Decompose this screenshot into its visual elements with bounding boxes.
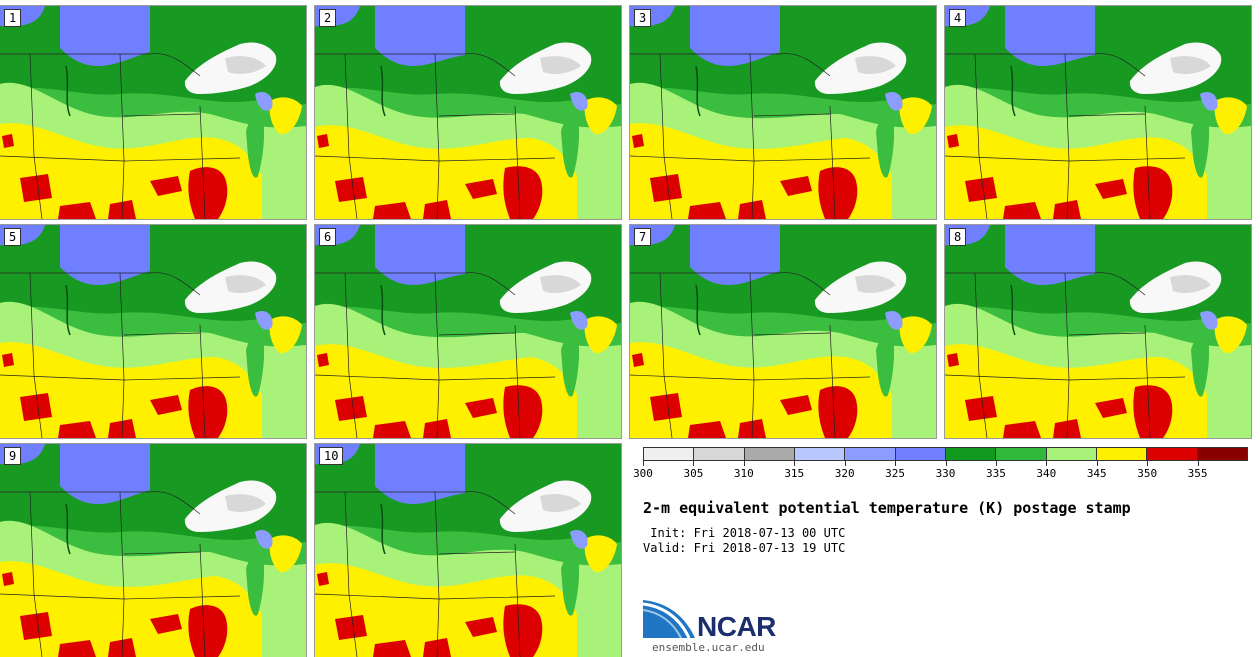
member-number-label: 6 bbox=[319, 228, 337, 246]
colorbar-tick-label: 320 bbox=[834, 467, 855, 480]
colorbar-segment bbox=[694, 448, 745, 460]
colorbar-tick-label: 300 bbox=[633, 467, 653, 480]
colorbar-segment bbox=[996, 448, 1047, 460]
map-panel: 7 bbox=[629, 224, 937, 439]
member-number-label: 7 bbox=[634, 228, 652, 246]
ensemble-member-map bbox=[315, 6, 621, 219]
colorbar-ticks: 300 305 310 315 320 325 330 335 340 345 350 355 bbox=[633, 461, 1248, 485]
member-number-label: 4 bbox=[949, 9, 967, 27]
ensemble-member-map bbox=[0, 225, 306, 438]
colorbar-tick bbox=[1197, 461, 1199, 466]
colorbar-tick-label: 330 bbox=[935, 467, 956, 480]
colorbar-segment bbox=[1046, 448, 1097, 460]
colorbar-tick-label: 310 bbox=[733, 467, 754, 480]
colorbar-tick bbox=[1096, 461, 1098, 466]
valid-time: Valid: Fri 2018-07-13 19 UTC bbox=[643, 541, 846, 555]
colorbar-segment bbox=[845, 448, 896, 460]
map-panel: 5 bbox=[0, 224, 307, 439]
ncar-logo-text: NCAR bbox=[697, 611, 776, 642]
ensemble-member-map bbox=[630, 6, 936, 219]
colorbar-tick bbox=[895, 461, 897, 466]
colorbar-tick bbox=[945, 461, 947, 466]
colorbar bbox=[643, 447, 1248, 461]
colorbar-segment bbox=[644, 448, 695, 460]
map-panel: 3 bbox=[629, 5, 937, 220]
map-panel: 2 bbox=[314, 5, 622, 220]
colorbar-segment bbox=[1197, 448, 1247, 460]
map-panel: 9 bbox=[0, 443, 307, 657]
ensemble-member-map bbox=[630, 225, 936, 438]
member-number-label: 9 bbox=[4, 447, 22, 465]
map-panel: 1 bbox=[0, 5, 307, 220]
member-number-label: 3 bbox=[634, 9, 652, 27]
map-panel: 8 bbox=[944, 224, 1252, 439]
colorbar-tick bbox=[995, 461, 997, 466]
ncar-logo-icon bbox=[643, 600, 695, 639]
colorbar-tick bbox=[1046, 461, 1048, 466]
plot-title: 2-m equivalent potential temperature (K)… bbox=[643, 499, 1131, 517]
colorbar-tick bbox=[844, 461, 846, 466]
colorbar-tick bbox=[693, 461, 695, 466]
map-panel: 4 bbox=[944, 5, 1252, 220]
ensemble-member-map bbox=[945, 6, 1251, 219]
ensemble-member-map bbox=[315, 444, 621, 657]
colorbar-tick-label: 305 bbox=[683, 467, 704, 480]
member-number-label: 2 bbox=[319, 9, 337, 27]
member-number-label: 8 bbox=[949, 228, 967, 246]
colorbar-segment bbox=[895, 448, 946, 460]
colorbar-segment bbox=[1096, 448, 1148, 460]
website-url: ensemble.ucar.edu bbox=[652, 641, 765, 654]
ensemble-member-map bbox=[945, 225, 1251, 438]
colorbar-tick-label: 335 bbox=[985, 467, 1006, 480]
colorbar-tick-label: 350 bbox=[1137, 467, 1158, 480]
member-number-label: 10 bbox=[319, 447, 344, 465]
colorbar-tick-label: 355 bbox=[1187, 467, 1208, 480]
colorbar-tick-label: 345 bbox=[1086, 467, 1107, 480]
member-number-label: 1 bbox=[4, 9, 22, 27]
map-panel: 10 bbox=[314, 443, 622, 657]
ensemble-member-map bbox=[315, 225, 621, 438]
map-panel: 6 bbox=[314, 224, 622, 439]
colorbar-tick-label: 315 bbox=[784, 467, 805, 480]
member-number-label: 5 bbox=[4, 228, 22, 246]
colorbar-tick bbox=[794, 461, 796, 466]
colorbar-tick bbox=[743, 461, 745, 466]
colorbar-tick-label: 340 bbox=[1036, 467, 1057, 480]
ensemble-member-map bbox=[0, 444, 306, 657]
init-time: Init: Fri 2018-07-13 00 UTC bbox=[643, 526, 846, 540]
colorbar-tick bbox=[1147, 461, 1149, 466]
colorbar-tick bbox=[643, 461, 644, 466]
colorbar-segment bbox=[744, 448, 795, 460]
colorbar-segment bbox=[1147, 448, 1198, 460]
colorbar-tick-label: 325 bbox=[885, 467, 906, 480]
colorbar-segment bbox=[794, 448, 846, 460]
ensemble-member-map bbox=[0, 6, 306, 219]
colorbar-segment bbox=[945, 448, 997, 460]
